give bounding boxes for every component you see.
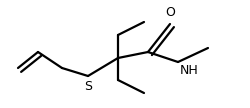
Text: O: O: [165, 6, 175, 19]
Text: NH: NH: [180, 64, 199, 77]
Text: S: S: [84, 80, 92, 93]
